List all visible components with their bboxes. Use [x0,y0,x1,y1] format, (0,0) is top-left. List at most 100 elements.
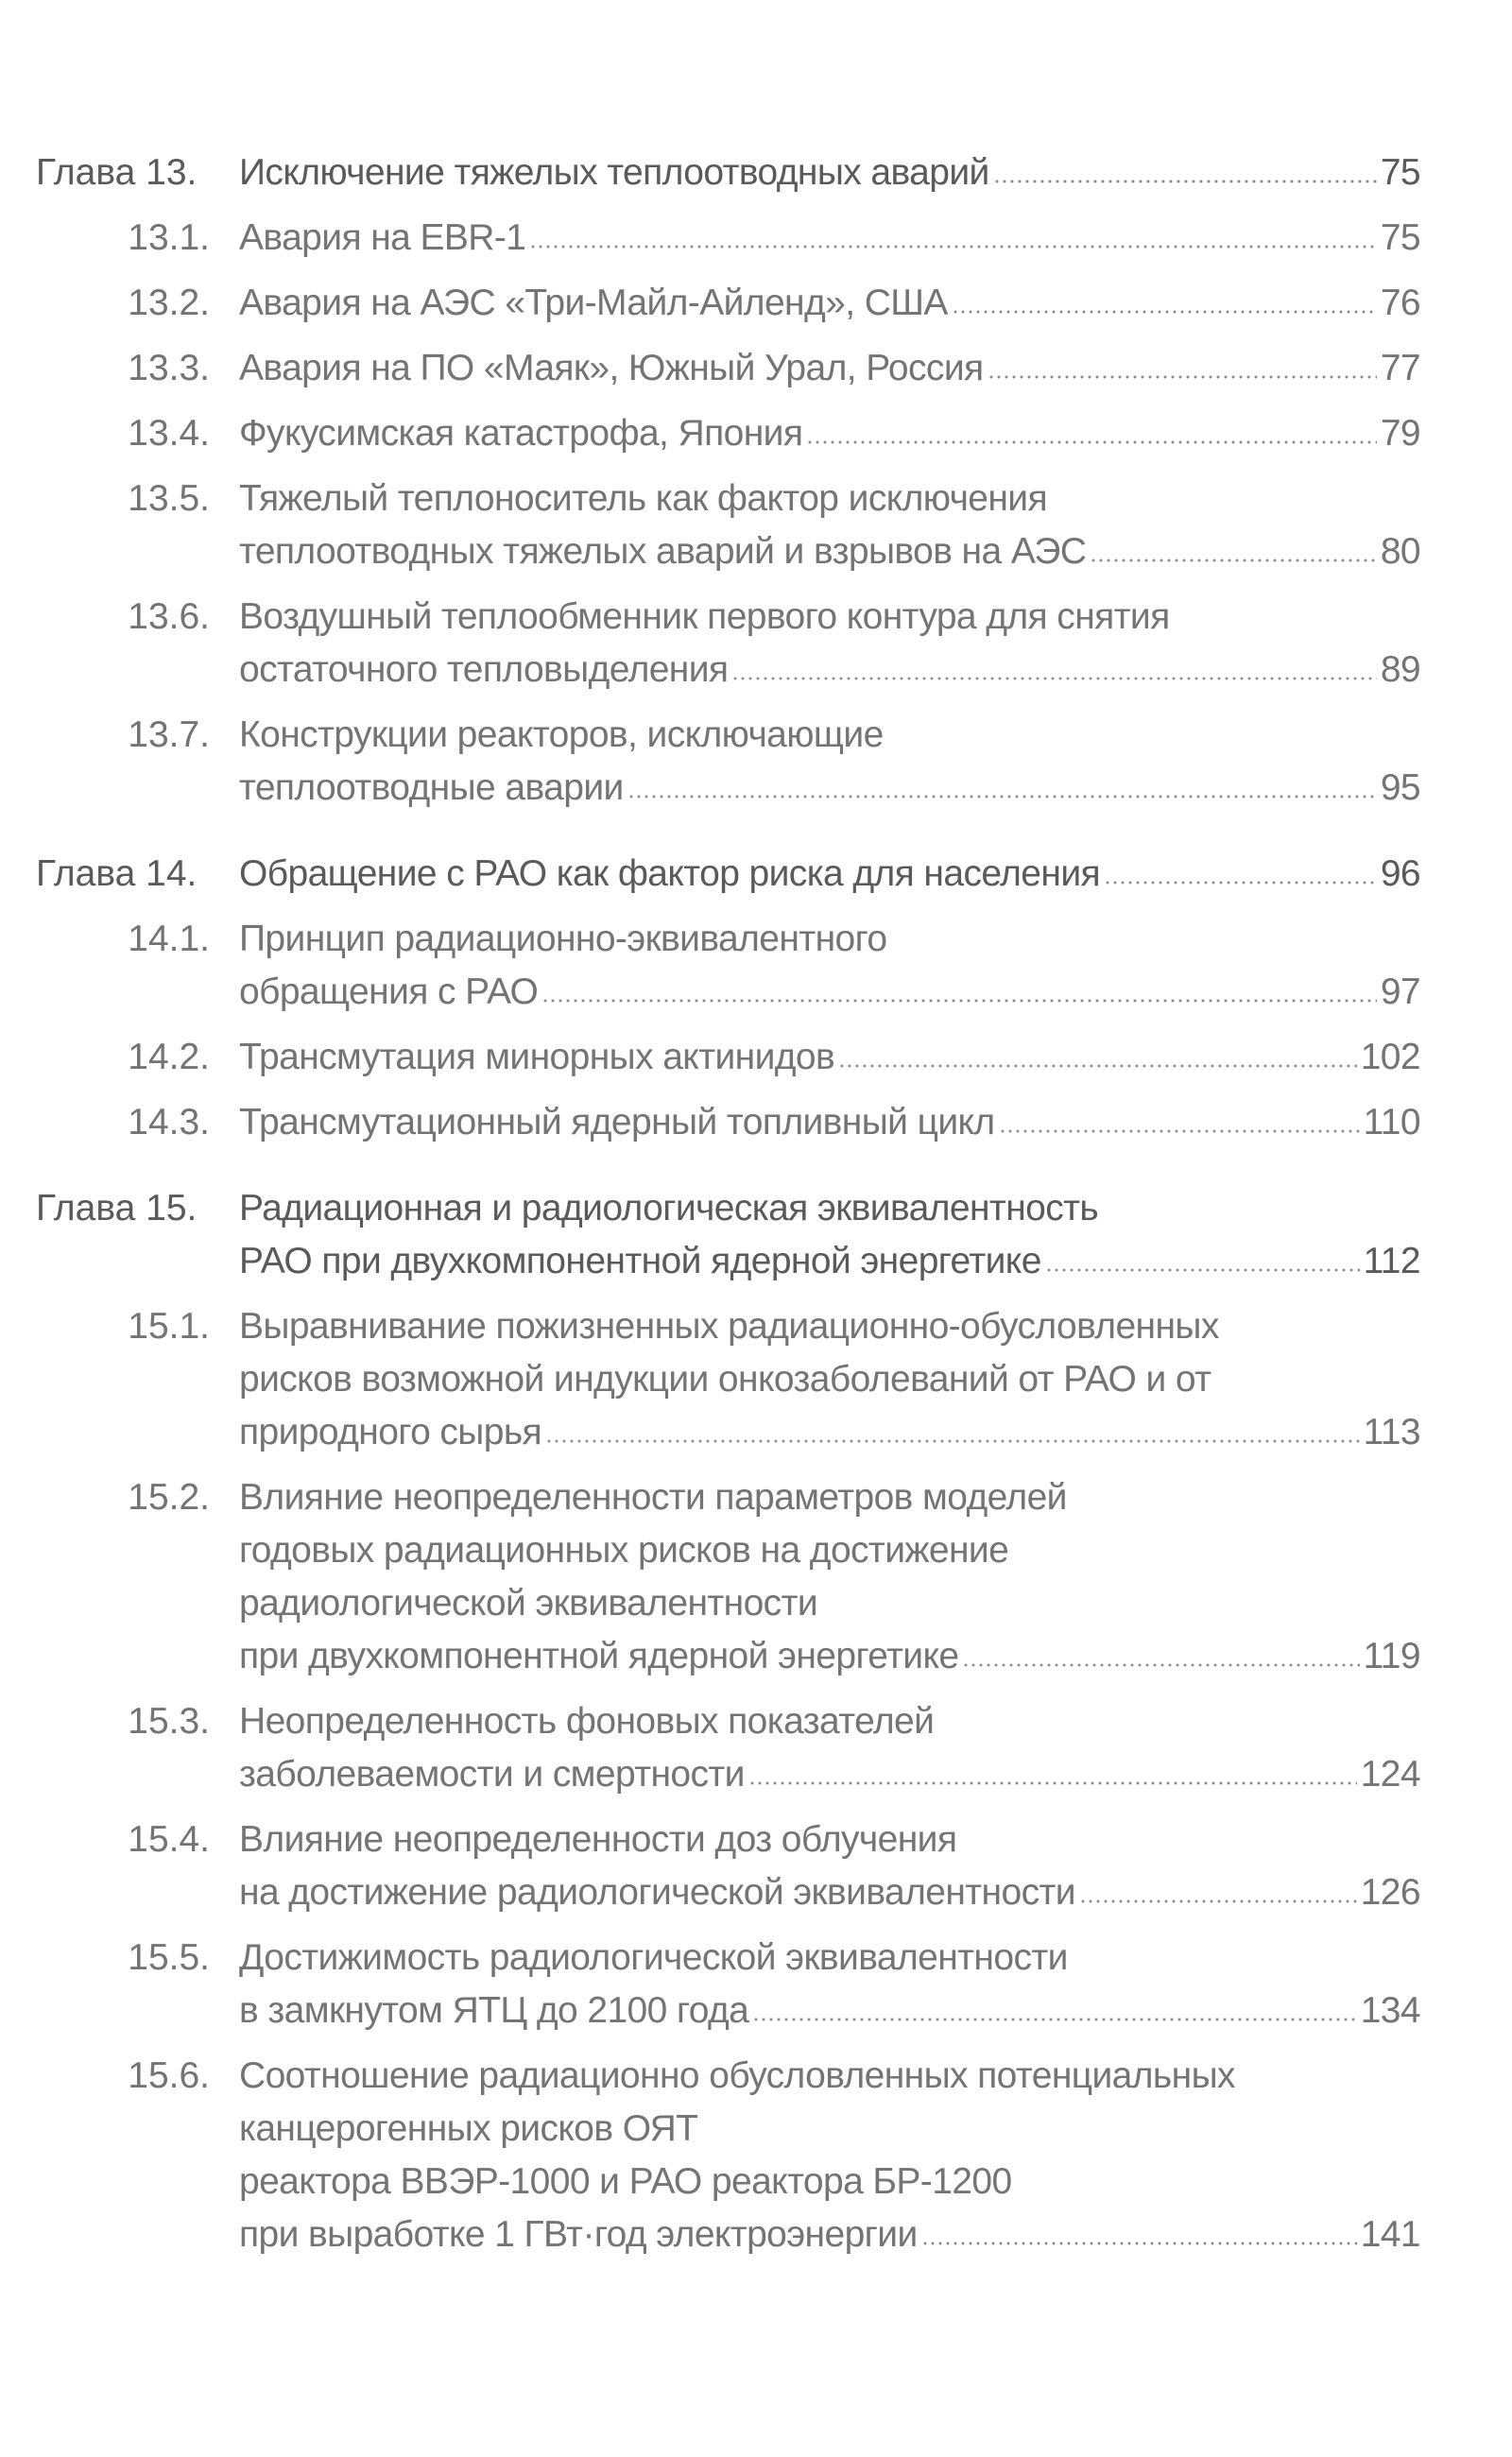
toc-section-entry[interactable]: 15.1. Выравнивание пожизненных радиационн… [0,1300,1512,1459]
toc-section-entry[interactable]: 13.4. Фукусимская катастрофа, Япония 79 [0,407,1512,460]
toc-section-entry[interactable]: 13.5. Тяжелый теплоноситель как фактор ис… [0,472,1512,578]
entry-number: 13.2. [128,283,210,323]
entry-title-line: Радиационная и радиологическая эквивален… [239,1182,1420,1235]
entry-title-text: Фукусимская катастрофа, Япония [239,413,803,454]
page-number[interactable]: 102 [1360,1037,1421,1077]
entry-number: 15.2. [128,1477,210,1518]
page-number[interactable]: 79 [1380,413,1421,454]
entry-title-text: Воздушный теплообменник первого контура … [239,596,1170,637]
page-number[interactable]: 113 [1363,1412,1421,1452]
page-number[interactable]: 119 [1363,1636,1421,1676]
entry-title-text: Авария на АЭС «Три-Майл-Айленд», США [239,283,948,323]
entry-title-text: Авария на EBR-1 [239,217,526,258]
page-number[interactable]: 95 [1380,767,1421,808]
entry-title-line: Авария на EBR-1 75 [239,212,1421,265]
toc-chapter-entry[interactable]: Глава 13. Исключение тяжелых теплоотводны… [0,146,1512,199]
dot-leader [747,1780,1357,1786]
toc-section-entry[interactable]: 15.2. Влияние неопределенности параметров… [0,1471,1512,1683]
dot-leader [1104,880,1377,885]
entry-title-line: канцерогенных рисков ОЯТ [239,2103,1420,2156]
entry-title-text: природного сырья [239,1412,542,1452]
toc-section-entry[interactable]: 13.3. Авария на ПО «Маяк», Южный Урал, Ро… [0,342,1512,395]
entry-title-text: Трансмутация минорных актинидов [239,1037,835,1077]
page-number[interactable]: 76 [1380,283,1421,323]
entry-title-line: радиологической эквивалентности [239,1577,1420,1630]
page-number[interactable]: 77 [1380,348,1421,388]
entry-title-line: Соотношение радиационно обусловленных по… [239,2050,1420,2103]
entry-title-line: обращения с РАО 97 [239,966,1421,1019]
page-number[interactable]: 126 [1360,1872,1421,1913]
dot-leader [806,439,1377,445]
page-number[interactable]: 80 [1380,531,1421,572]
toc-section-entry[interactable]: 13.6. Воздушный теплообменник первого кон… [0,591,1512,696]
dot-leader [987,374,1377,380]
entry-number: 13.3. [128,348,210,388]
entry-title-line: Конструкции реакторов, исключающие [239,709,1420,762]
entry-title-text: при двухкомпонентной ядерной энергетике [239,1636,959,1676]
toc-section-entry[interactable]: 13.7. Конструкции реакторов, исключающие т… [0,709,1512,815]
entry-title-line: при выработке 1 ГВт·год электроэнергии 14… [239,2208,1421,2261]
entry-title-line: Фукусимская катастрофа, Япония 79 [239,407,1421,460]
entry-title-line: реактора ВВЭР-1000 и РАО реактора БР-120… [239,2156,1420,2208]
toc-section-entry[interactable]: 15.4. Влияние неопределенности доз облуче… [0,1813,1512,1919]
entry-title-line: Авария на АЭС «Три-Майл-Айленд», США 76 [239,277,1421,330]
entry-title-line: теплоотводных тяжелых аварий и взрывов н… [239,525,1421,578]
toc-section-entry[interactable]: 13.2. Авария на АЭС «Три-Майл-Айленд», СШ… [0,277,1512,330]
entry-title-text: остаточного тепловыделения [239,649,729,690]
dot-leader [920,2241,1357,2246]
page-number[interactable]: 110 [1363,1102,1421,1143]
dot-leader [951,309,1377,315]
entry-title-line: в замкнутом ЯТЦ до 2100 года 134 [239,1984,1421,2037]
dot-leader [1090,558,1377,563]
table-of-contents: Глава 13. Исключение тяжелых теплоотводны… [0,146,1512,2261]
toc-section-entry[interactable]: 15.3. Неопределенность фоновых показателе… [0,1695,1512,1801]
page-number[interactable]: 112 [1363,1241,1421,1281]
entry-title-text: Неопределенность фоновых показателей [239,1701,935,1742]
toc-section-entry[interactable]: 14.2. Трансмутация минорных актинидов 102 [0,1031,1512,1084]
dot-leader [838,1063,1357,1069]
dot-leader [545,1438,1360,1444]
entry-title-text: при выработке 1 ГВт·год электроэнергии [239,2214,918,2255]
page-number[interactable]: 97 [1380,971,1421,1012]
toc-chapter-entry[interactable]: Глава 14. Обращение с РАО как фактор риск… [0,848,1512,901]
entry-title-text: реактора ВВЭР-1000 и РАО реактора БР-120… [239,2161,1012,2202]
toc-section-entry[interactable]: 15.5. Достижимость радиологической эквива… [0,1932,1512,2037]
entry-title-text: канцерогенных рисков ОЯТ [239,2108,698,2149]
entry-number: Глава 14. [36,853,198,894]
entry-title-line: Выравнивание пожизненных радиационно-обу… [239,1300,1420,1353]
entry-number: 13.7. [128,714,210,755]
page-number[interactable]: 89 [1380,649,1421,690]
page-number[interactable]: 124 [1360,1754,1421,1795]
entry-title-text: Влияние неопределенности доз облучения [239,1819,957,1860]
entry-number: 15.6. [128,2055,210,2096]
entry-title-text: теплоотводные аварии [239,767,624,808]
entry-number: 15.4. [128,1819,210,1860]
page-number[interactable]: 141 [1360,2214,1421,2255]
dot-leader [627,794,1377,799]
entry-title-text: РАО при двухкомпонентной ядерной энергет… [239,1241,1041,1281]
entry-title-text: Обращение с РАО как фактор риска для нас… [239,853,1101,894]
toc-section-entry[interactable]: 14.1. Принцип радиационно-эквивалентного о… [0,913,1512,1019]
page-number[interactable]: 75 [1380,152,1421,193]
entry-title-line: Трансмутация минорных актинидов 102 [239,1031,1421,1084]
toc-section-entry[interactable]: 13.1. Авария на EBR-1 75 [0,212,1512,265]
entry-title-text: Соотношение радиационно обусловленных по… [239,2055,1236,2096]
toc-section-entry[interactable]: 14.3. Трансмутационный ядерный топливный … [0,1096,1512,1149]
entry-title-line: рисков возможной индукции онкозаболевани… [239,1353,1420,1406]
page-number[interactable]: 75 [1380,217,1421,258]
entry-title-line: Неопределенность фоновых показателей [239,1695,1420,1748]
entry-title-text: обращения с РАО [239,971,539,1012]
entry-title-line: теплоотводные аварии 95 [239,762,1421,815]
toc-section-entry[interactable]: 15.6. Соотношение радиационно обусловленн… [0,2050,1512,2261]
entry-title-text: в замкнутом ЯТЦ до 2100 года [239,1990,749,2031]
page-number[interactable]: 96 [1380,853,1421,894]
entry-title-text: радиологической эквивалентности [239,1583,818,1624]
dot-leader [541,998,1377,1004]
entry-number: Глава 15. [36,1188,198,1228]
dot-leader [1078,1899,1357,1904]
entry-title-line: заболеваемости и смертности 124 [239,1748,1421,1801]
entry-title-text: Трансмутационный ядерный топливный цикл [239,1102,995,1143]
page-number[interactable]: 134 [1360,1990,1421,2031]
toc-chapter-entry[interactable]: Глава 15. Радиационная и радиологическая … [0,1182,1512,1288]
entry-title-line: Исключение тяжелых теплоотводных аварий 7… [239,146,1421,199]
